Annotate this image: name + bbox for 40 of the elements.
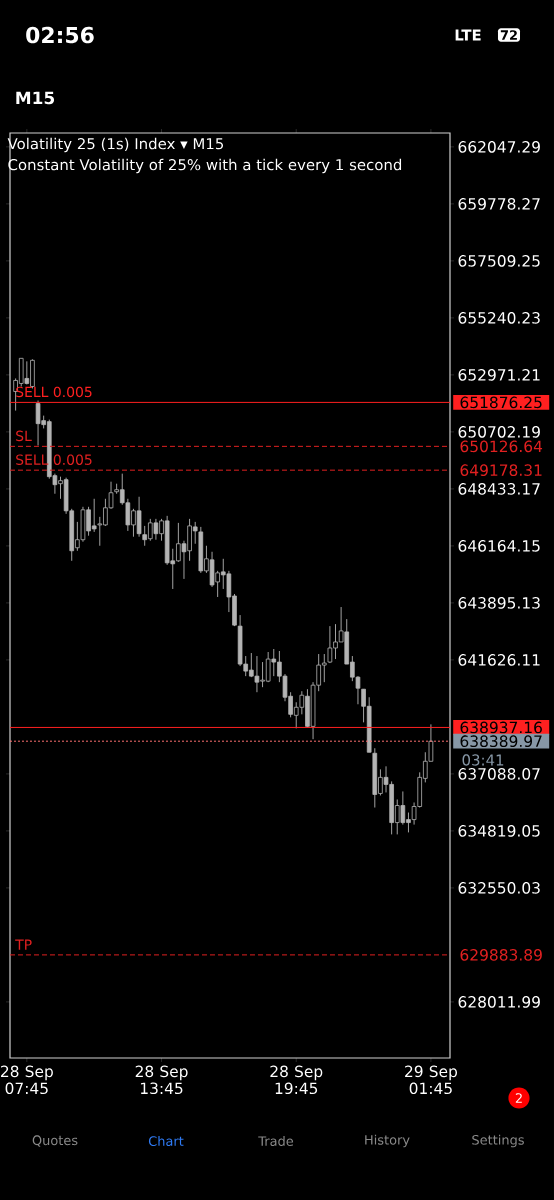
text: Quotes (32, 1135, 78, 1147)
x-tick-label: 28 Sep 13:45 (135, 1065, 188, 1095)
text: LTE (455, 29, 481, 41)
text: History (365, 1134, 410, 1148)
text: 2 (515, 1093, 522, 1103)
y-tick-label: 641626.11 (458, 654, 540, 666)
x-tick-label: 28 Sep 19:45 (270, 1065, 323, 1095)
y-tick-label: 634819.05 (458, 825, 540, 837)
text: Settings (472, 1134, 524, 1148)
x-tick-label: 28 Sep 07:45 (1, 1065, 53, 1095)
y-tick-label: 657509.25 (458, 255, 540, 267)
annotation: 638937.16 (460, 721, 542, 734)
text: Chart (148, 1135, 184, 1147)
text: Trade (258, 1135, 294, 1147)
annotation: 650126.64 (460, 440, 543, 453)
chart-title: Volatility 25 (1s) Index ▾ M15 (7, 137, 224, 153)
text: 03:41 (462, 754, 504, 766)
y-tick-label: 659778.27 (458, 198, 540, 210)
y-tick-label: 628011.99 (458, 996, 540, 1008)
y-tick-label: 643895.13 (458, 597, 540, 609)
annotation: 629883.89 (460, 949, 542, 961)
annotation: 651876.25 (460, 396, 542, 409)
y-tick-label: 646164.15 (458, 540, 540, 552)
y-tick-label: 655240.23 (458, 312, 540, 324)
y-tick-label: 650702.19 (458, 426, 540, 438)
text: Constant Volatility of 25% with a tick every 1 second (8, 158, 402, 174)
text: 02:56 (26, 26, 94, 44)
annotation: 638389.97 (460, 735, 542, 748)
text: M15 (16, 91, 55, 105)
y-tick-label: 648433.17 (458, 483, 540, 495)
ref-line-label: TP (15, 939, 32, 950)
y-tick-label: 632550.03 (458, 882, 540, 894)
ref-line-label: SELL 0.005 (16, 386, 92, 398)
annotation: 649178.31 (460, 464, 542, 477)
x-tick-label: 29 Sep 01:45 (405, 1065, 458, 1095)
y-tick-label: 662047.29 (458, 141, 540, 153)
text: 72 (500, 30, 517, 40)
y-tick-label: 652971.21 (458, 369, 540, 381)
ref-line-label: SL (16, 430, 32, 442)
y-tick-label: 637088.07 (458, 768, 540, 780)
